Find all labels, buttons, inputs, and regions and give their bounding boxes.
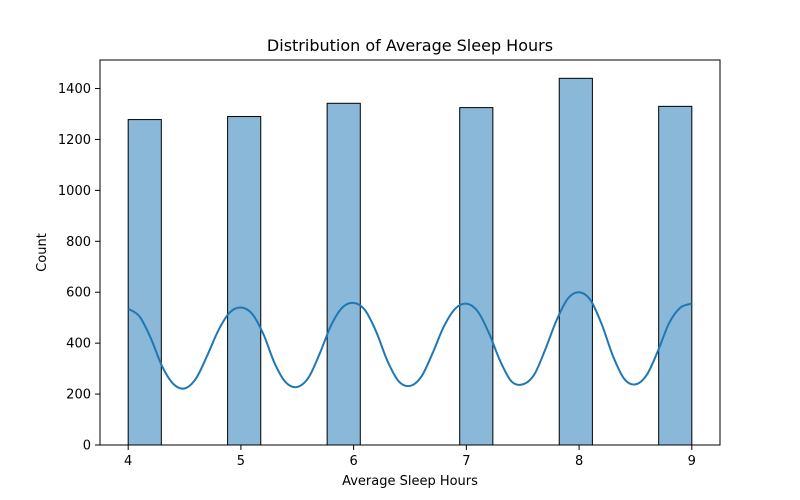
histogram-bar: [558, 77, 593, 446]
x-tick-label: 8: [575, 454, 583, 469]
histogram-bar: [326, 102, 361, 446]
plot-frame: [99, 59, 721, 446]
y-tick-label: 0: [83, 439, 91, 454]
y-axis-ticks: 0 200 400 600 800 1000 1200 1400: [58, 82, 100, 454]
histogram-bar: [127, 119, 162, 446]
kde-line: [127, 291, 693, 390]
x-axis-ticks: 4 5 6 7 8 9: [124, 445, 696, 469]
histogram-bar: [227, 116, 262, 446]
y-tick-label: 400: [66, 337, 91, 352]
y-tick-label: 1200: [58, 133, 91, 148]
x-tick-label: 9: [688, 454, 696, 469]
x-tick-label: 4: [124, 454, 132, 469]
x-axis-label: Average Sleep Hours: [342, 474, 478, 489]
y-tick-label: 200: [66, 388, 91, 403]
kde-layer: [127, 291, 693, 390]
y-tick-label: 800: [66, 235, 91, 250]
chart-title: Distribution of Average Sleep Hours: [267, 36, 553, 55]
bars-layer: [127, 77, 693, 446]
y-tick-label: 1400: [58, 82, 91, 97]
x-tick-label: 6: [349, 454, 357, 469]
histogram-bar: [658, 105, 693, 446]
histogram-bar: [459, 107, 494, 446]
x-tick-label: 5: [237, 454, 245, 469]
x-tick-label: 7: [462, 454, 470, 469]
y-tick-label: 1000: [58, 184, 91, 199]
y-axis-label: Count: [35, 233, 50, 272]
y-tick-label: 600: [66, 286, 91, 301]
